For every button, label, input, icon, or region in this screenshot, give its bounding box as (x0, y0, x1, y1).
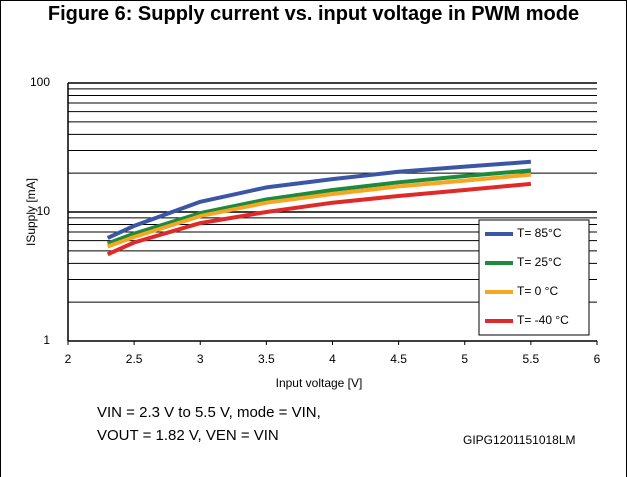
x-tick-label: 5.5 (523, 352, 540, 366)
x-tick-label: 4.5 (390, 352, 407, 366)
y-tick-label: 1 (43, 333, 50, 347)
legend-label: T= -40 °C (517, 313, 569, 327)
x-tick-label: 2 (65, 352, 72, 366)
data-line (106, 159, 532, 240)
data-line (106, 168, 532, 246)
legend-label: T= 25°C (517, 255, 562, 269)
x-tick-label: 3.5 (258, 352, 275, 366)
x-tick-label: 6 (594, 352, 601, 366)
x-tick-label: 3 (197, 352, 204, 366)
data-line (106, 181, 532, 257)
x-axis-label: Input voltage [V] (276, 376, 363, 390)
x-tick-label: 5 (461, 352, 468, 366)
legend-label: T= 85°C (517, 226, 562, 240)
x-tick-label: 2.5 (126, 352, 143, 366)
legend-box (478, 219, 590, 336)
y-tick-label: 100 (30, 75, 50, 89)
y-tick-label: 10 (37, 204, 51, 218)
figure-code: GIPG1201151018LM (463, 433, 576, 447)
annotation: VOUT = 1.82 V, VEN = VIN (97, 427, 279, 444)
x-tick-label: 4 (329, 352, 336, 366)
annotation: VIN = 2.3 V to 5.5 V, mode = VIN, (97, 404, 321, 421)
legend-label: T= 0 °C (517, 284, 558, 298)
y-axis-label: ISupply [mA] (24, 178, 38, 246)
data-line (107, 172, 532, 249)
chart-title: Figure 6: Supply current vs. input volta… (47, 3, 580, 25)
